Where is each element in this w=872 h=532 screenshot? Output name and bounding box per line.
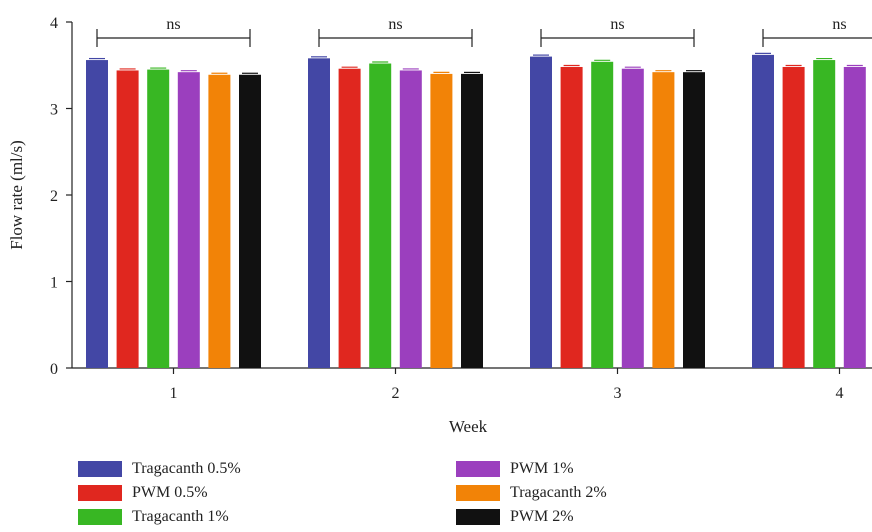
bar [399, 70, 422, 368]
chart-legend: Tragacanth 0.5% PWM 0.5% Tragacanth 1% PWM … [78, 458, 778, 532]
x-tick-label: 4 [836, 385, 844, 402]
legend-label: PWM 2% [510, 508, 574, 525]
legend-label: PWM 0.5% [132, 484, 208, 501]
bar [239, 74, 261, 368]
legend-item: PWM 0.5% [78, 482, 208, 504]
bar [683, 72, 705, 369]
legend-item: Tragacanth 1% [78, 506, 229, 528]
legend-swatch [78, 461, 122, 477]
significance-label: ns [388, 16, 402, 33]
y-tick-label: 3 [50, 102, 58, 119]
x-tick-label: 1 [170, 385, 178, 402]
bar [813, 60, 836, 369]
bar [782, 66, 805, 368]
significance-bracket [318, 29, 473, 47]
bar [369, 63, 392, 369]
chart-axes: 0 1 2 3 4 1 2 3 4 [50, 15, 872, 402]
significance-brackets: ns ns ns ns [96, 16, 872, 47]
bar [86, 60, 108, 369]
significance-label: ns [166, 16, 180, 33]
bar [177, 72, 200, 369]
y-axis-label: Flow rate (ml/s) [7, 140, 26, 250]
bar [752, 54, 774, 369]
bar [208, 74, 231, 368]
y-tick-label: 0 [50, 361, 58, 378]
legend-swatch [78, 509, 122, 525]
bar [430, 73, 453, 369]
legend-item: Tragacanth 2% [456, 482, 607, 504]
bar [116, 70, 139, 368]
bar [652, 72, 675, 369]
legend-item: PWM 1% [456, 458, 574, 480]
y-tick-label: 2 [50, 188, 58, 205]
significance-bracket [540, 29, 695, 47]
legend-swatch [456, 461, 500, 477]
bar [530, 56, 552, 368]
legend-swatch [456, 509, 500, 525]
y-tick-label: 1 [50, 275, 58, 292]
y-tick-label: 4 [50, 15, 58, 32]
x-tick-label: 3 [614, 385, 622, 402]
bar [591, 61, 614, 368]
bar [147, 69, 170, 368]
bar [843, 66, 866, 368]
significance-bracket [96, 29, 251, 47]
bar [621, 68, 644, 369]
bar [308, 58, 330, 369]
legend-swatch [456, 485, 500, 501]
significance-label: ns [832, 16, 846, 33]
legend-label: Tragacanth 1% [132, 508, 229, 525]
bar [560, 66, 583, 368]
legend-label: Tragacanth 2% [510, 484, 607, 501]
legend-item: PWM 2% [456, 506, 574, 528]
bar-chart: 0 1 2 3 4 1 2 3 4 ns ns ns ns Flow rate (ml/s) Week [7, 15, 872, 436]
significance-label: ns [610, 16, 624, 33]
significance-bracket [762, 29, 872, 47]
bar [338, 68, 361, 369]
legend-label: Tragacanth 0.5% [132, 460, 241, 477]
bar [461, 73, 483, 369]
x-axis-label: Week [449, 417, 488, 436]
chart-bars [86, 52, 866, 369]
legend-item: Tragacanth 0.5% [78, 458, 241, 480]
x-tick-label: 2 [392, 385, 400, 402]
legend-swatch [78, 485, 122, 501]
legend-label: PWM 1% [510, 460, 574, 477]
